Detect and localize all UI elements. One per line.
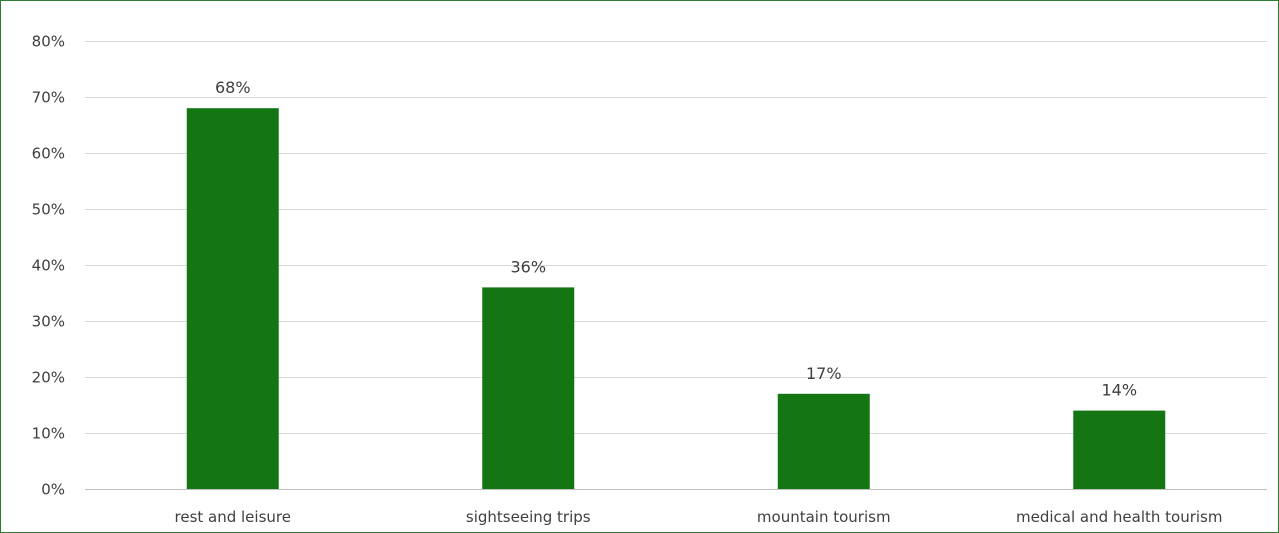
y-tick-label: 0%: [41, 481, 65, 499]
bar: [482, 287, 575, 489]
y-tick-label: 20%: [32, 369, 65, 387]
y-axis-tick-labels: 0% 10% 20% 30% 40% 50% 60% 70% 80%: [32, 33, 65, 499]
y-tick-label: 50%: [32, 201, 65, 219]
y-tick-label: 30%: [32, 313, 65, 331]
bar: [186, 108, 279, 489]
category-label: medical and health tourism: [1016, 508, 1222, 526]
x-axis-category-labels: rest and leisure sightseeing trips mountai…: [175, 508, 1223, 526]
category-label: rest and leisure: [175, 508, 291, 526]
y-tick-label: 80%: [32, 33, 65, 51]
category-label: sightseeing trips: [466, 508, 591, 526]
bar: [777, 393, 870, 489]
data-label: 68%: [215, 78, 251, 97]
gridlines: [85, 41, 1267, 490]
data-label: 17%: [806, 364, 842, 383]
y-tick-label: 10%: [32, 425, 65, 443]
y-tick-label: 60%: [32, 145, 65, 163]
category-label: mountain tourism: [757, 508, 891, 526]
y-tick-label: 40%: [32, 257, 65, 275]
data-label: 36%: [510, 257, 546, 276]
data-label: 14%: [1101, 381, 1137, 400]
data-labels: 68% 36% 17% 14%: [215, 78, 1137, 399]
bars: [186, 108, 1166, 489]
y-tick-label: 70%: [32, 89, 65, 107]
bar: [1073, 410, 1166, 489]
